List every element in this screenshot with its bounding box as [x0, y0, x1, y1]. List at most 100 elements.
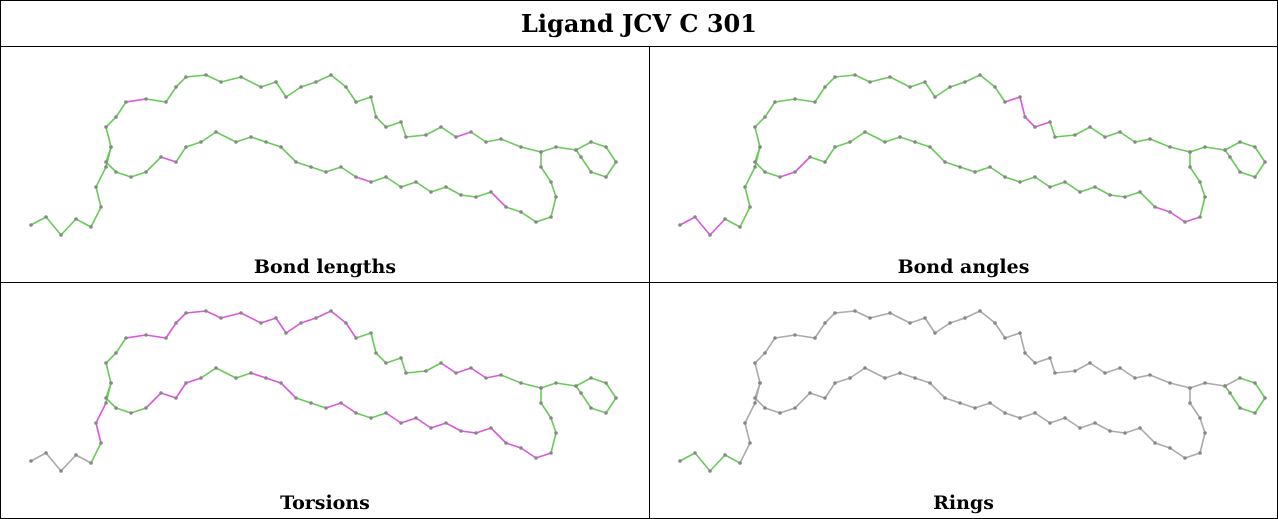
bond: [1054, 370, 1076, 374]
atom: [539, 165, 543, 169]
bond: [175, 76, 187, 88]
bond: [994, 322, 1006, 339]
bond: [355, 96, 372, 103]
bond: [355, 176, 372, 183]
atom: [1168, 210, 1172, 214]
bond: [405, 134, 427, 138]
atom: [1183, 220, 1187, 224]
atom: [384, 175, 388, 179]
atom: [274, 316, 278, 320]
atom: [793, 406, 797, 410]
bond: [95, 422, 102, 444]
atom: [314, 80, 318, 84]
bond: [854, 74, 871, 83]
atom: [888, 75, 892, 79]
bond: [485, 138, 502, 143]
atom: [1118, 366, 1122, 370]
bond: [744, 186, 751, 208]
bond: [1169, 447, 1186, 459]
bond: [1079, 422, 1096, 429]
atom: [753, 396, 757, 400]
bond: [300, 81, 317, 88]
atom: [1168, 145, 1172, 149]
bond: [425, 126, 442, 136]
bond: [105, 352, 117, 364]
bond: [1199, 196, 1206, 218]
atom: [883, 376, 887, 380]
bond: [1224, 141, 1241, 151]
bond: [1019, 96, 1026, 118]
atom: [748, 441, 752, 445]
atom: [958, 401, 962, 405]
bond: [949, 317, 966, 324]
atom: [489, 426, 493, 430]
atom: [1133, 376, 1137, 380]
atom: [519, 381, 523, 385]
panel-caption: Bond lengths: [253, 256, 397, 278]
atom: [354, 411, 358, 415]
panel: Torsions: [1, 283, 649, 518]
bond: [330, 74, 347, 88]
atom: [29, 459, 33, 463]
atom: [549, 416, 553, 420]
bond: [275, 81, 287, 98]
atom: [1188, 165, 1192, 169]
bond: [345, 322, 357, 339]
bond: [310, 402, 327, 409]
atom: [963, 80, 967, 84]
bond: [125, 98, 147, 103]
atom: [928, 145, 932, 149]
bond: [520, 382, 542, 389]
bond: [959, 402, 976, 409]
atom: [184, 311, 188, 315]
bond: [445, 186, 462, 196]
bond: [105, 116, 117, 128]
bond: [1089, 126, 1106, 138]
atom: [94, 185, 98, 189]
bond: [95, 402, 107, 424]
atom: [1103, 371, 1107, 375]
atom: [823, 160, 827, 164]
bond: [45, 216, 62, 236]
bond: [145, 156, 162, 173]
atom: [164, 336, 168, 340]
bond: [340, 402, 357, 414]
bond: [520, 146, 542, 153]
atom: [474, 431, 478, 435]
bond: [979, 74, 996, 88]
atom: [813, 100, 817, 104]
atom: [199, 140, 203, 144]
atom: [993, 85, 997, 89]
bond: [1124, 427, 1141, 434]
atom: [758, 145, 762, 149]
atom: [484, 140, 488, 144]
atom: [678, 459, 682, 463]
bond: [605, 146, 617, 163]
bond: [754, 352, 766, 364]
bond: [115, 407, 132, 414]
bond: [1204, 146, 1226, 151]
atom: [773, 100, 777, 104]
atom: [1223, 148, 1227, 152]
bond: [315, 74, 332, 83]
atom: [604, 381, 608, 385]
atom: [604, 411, 608, 415]
bond: [1004, 176, 1021, 183]
bond: [679, 452, 696, 462]
bond: [1034, 412, 1051, 424]
atom: [539, 386, 543, 390]
atom: [164, 100, 168, 104]
bond: [1049, 181, 1066, 188]
bond: [505, 442, 522, 449]
bond: [455, 367, 472, 374]
atom: [933, 95, 937, 99]
atom: [399, 356, 403, 360]
bond: [60, 218, 77, 236]
atom: [214, 366, 218, 370]
atom: [743, 185, 747, 189]
atom: [439, 361, 443, 365]
bond: [754, 126, 761, 148]
bond: [1149, 374, 1171, 384]
bond: [520, 211, 537, 223]
atom: [933, 331, 937, 335]
